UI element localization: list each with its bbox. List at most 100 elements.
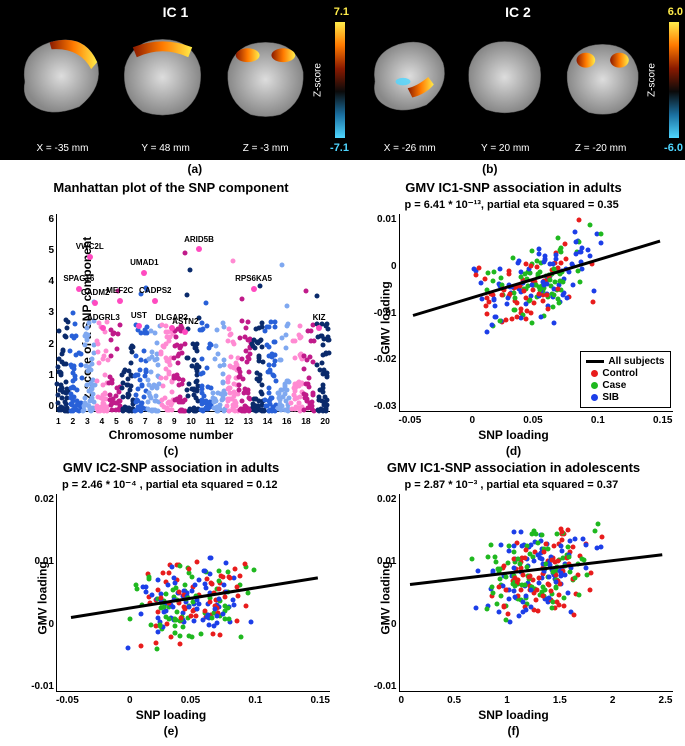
scatter-point (572, 612, 577, 617)
scatter-point (528, 588, 533, 593)
snp-point (240, 356, 245, 361)
scatter-point (545, 293, 550, 298)
scatter-point (595, 522, 600, 527)
scatter-point (221, 612, 226, 617)
gene-label: ASTN2 (172, 317, 198, 326)
scatter-point (598, 231, 603, 236)
scatter-point (513, 595, 518, 600)
scatter-point (546, 307, 551, 312)
snp-point (70, 333, 75, 338)
ytick: 6 (26, 214, 54, 225)
scatter-point (141, 585, 146, 590)
snp-point (227, 385, 232, 390)
snp-point (232, 341, 237, 346)
scatter-point (251, 568, 256, 573)
snp-point (247, 352, 252, 357)
scatter-point (541, 279, 546, 284)
snp-peak (196, 246, 202, 252)
snp-point (78, 363, 83, 368)
snp-point (214, 398, 219, 403)
panel-a-title: IC 1 (163, 4, 189, 20)
snp-point (150, 408, 155, 413)
snp-point (192, 386, 197, 391)
scatter-point (154, 640, 159, 645)
scatter-point (511, 588, 516, 593)
scatter-point (214, 621, 219, 626)
scatter-point (593, 528, 598, 533)
snp-point (264, 404, 269, 409)
coord-z-b: Z = -20 mm (575, 143, 626, 154)
scatter-point (503, 587, 508, 592)
scatter-point (540, 298, 545, 303)
scatter-point (163, 592, 168, 597)
scatter-point (494, 601, 499, 606)
scatter-point (195, 607, 200, 612)
scatter-point (529, 604, 534, 609)
scatter-f-title: GMV IC1-SNP association in adolescents (343, 460, 685, 475)
scatter-point (166, 617, 171, 622)
scatter-point (546, 581, 551, 586)
scatter-point (530, 283, 535, 288)
scatter-point (216, 596, 221, 601)
scatter-point (551, 570, 556, 575)
gene-label: ADGRL3 (87, 313, 120, 322)
xtick: 4 (99, 416, 104, 426)
scatter-point (530, 321, 535, 326)
snp-point (229, 355, 234, 360)
snp-point (289, 401, 294, 406)
snp-point (125, 382, 130, 387)
scatter-point (536, 541, 541, 546)
figure-root: IC 1 X = -35 mm Y = 48 mm Z = -3 mm 7.1 … (0, 0, 685, 738)
scatter-point (591, 299, 596, 304)
scatter-point (470, 556, 475, 561)
scatter-point (585, 572, 590, 577)
snp-point (277, 398, 282, 403)
snp-point (68, 391, 73, 396)
snp-point (154, 341, 159, 346)
cb-b-max: 6.0 (668, 6, 683, 18)
scatter-point (584, 543, 589, 548)
scatter-point (222, 582, 227, 587)
snp-point (150, 385, 155, 390)
scatter-point (519, 530, 524, 535)
snp-peak (182, 329, 188, 335)
scatter-point (177, 563, 182, 568)
scatter-point (531, 287, 536, 292)
snp-point (96, 349, 101, 354)
scatter-point (588, 588, 593, 593)
gene-label: KIZ (313, 313, 326, 322)
ytick: 0 (26, 401, 54, 412)
snp-point (218, 364, 223, 369)
snp-point (174, 372, 179, 377)
snp-point (307, 354, 312, 359)
scatter-point (197, 578, 202, 583)
snp-point (192, 357, 197, 362)
scatter-point (566, 555, 571, 560)
snp-point (117, 399, 122, 404)
snp-point (325, 326, 330, 331)
xtick: 13 (244, 416, 253, 426)
scatter-point (179, 615, 184, 620)
snp-point (257, 339, 262, 344)
snp-point (73, 353, 78, 358)
snp-point (59, 351, 64, 356)
snp-point (83, 334, 88, 339)
snp-point (266, 362, 271, 367)
snp-point (242, 334, 247, 339)
scatter-point (504, 574, 509, 579)
snp-point (126, 368, 131, 373)
snp-point (280, 263, 285, 268)
snp-point (159, 349, 164, 354)
snp-peak (316, 325, 322, 331)
scatter-point (507, 596, 512, 601)
snp-point (244, 326, 249, 331)
snp-point (285, 378, 290, 383)
snp-point (297, 324, 302, 329)
snp-point (94, 379, 99, 384)
xtick: 18 (301, 416, 310, 426)
scatter-point (513, 575, 518, 580)
snp-point (64, 379, 69, 384)
xtick: 0.05 (181, 695, 200, 706)
snp-point (267, 344, 272, 349)
scatter-point (485, 271, 490, 276)
